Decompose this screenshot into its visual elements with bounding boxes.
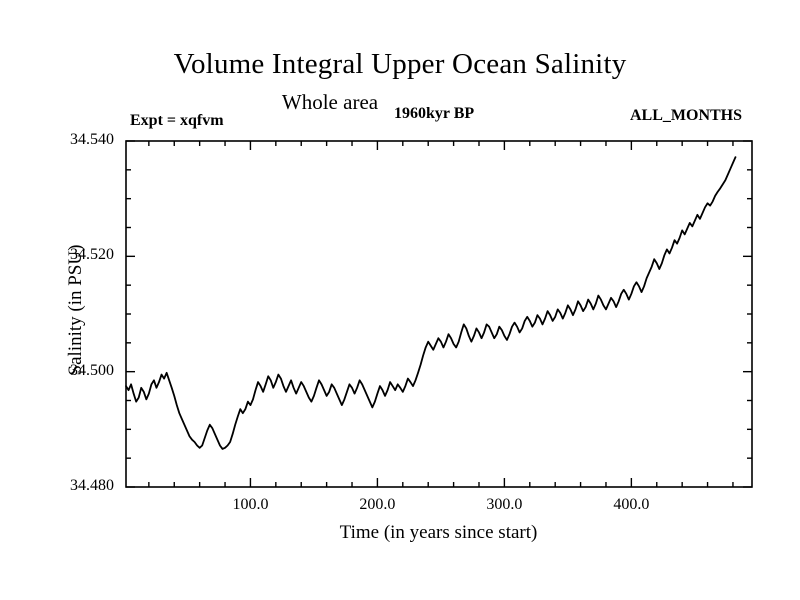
- months-label: ALL_MONTHS: [630, 107, 743, 124]
- y-tick-label: 34.520: [70, 246, 114, 264]
- axes-frame: [125, 140, 753, 488]
- y-tick-label: 34.500: [70, 361, 114, 379]
- data-series-line: [125, 156, 737, 450]
- x-axis-title: Time (in years since start): [339, 522, 538, 543]
- y-tick-label: 34.540: [70, 131, 114, 148]
- y-tick-label: 34.480: [70, 477, 114, 494]
- axis-ticks: [126, 140, 752, 488]
- page-title: Volume Integral Upper Ocean Salinity: [173, 48, 627, 80]
- x-tick-label: 200.0: [359, 496, 396, 513]
- experiment-label: Expt = xqfvm: [130, 112, 224, 129]
- x-tick-label: 100.0: [232, 496, 269, 513]
- x-tick-label: 300.0: [486, 496, 523, 513]
- subtitle-area-label: Whole area: [281, 90, 379, 114]
- x-tick-label: 400.0: [613, 496, 650, 513]
- period-label: 1960kyr BP: [394, 105, 475, 122]
- series-path: [125, 156, 737, 450]
